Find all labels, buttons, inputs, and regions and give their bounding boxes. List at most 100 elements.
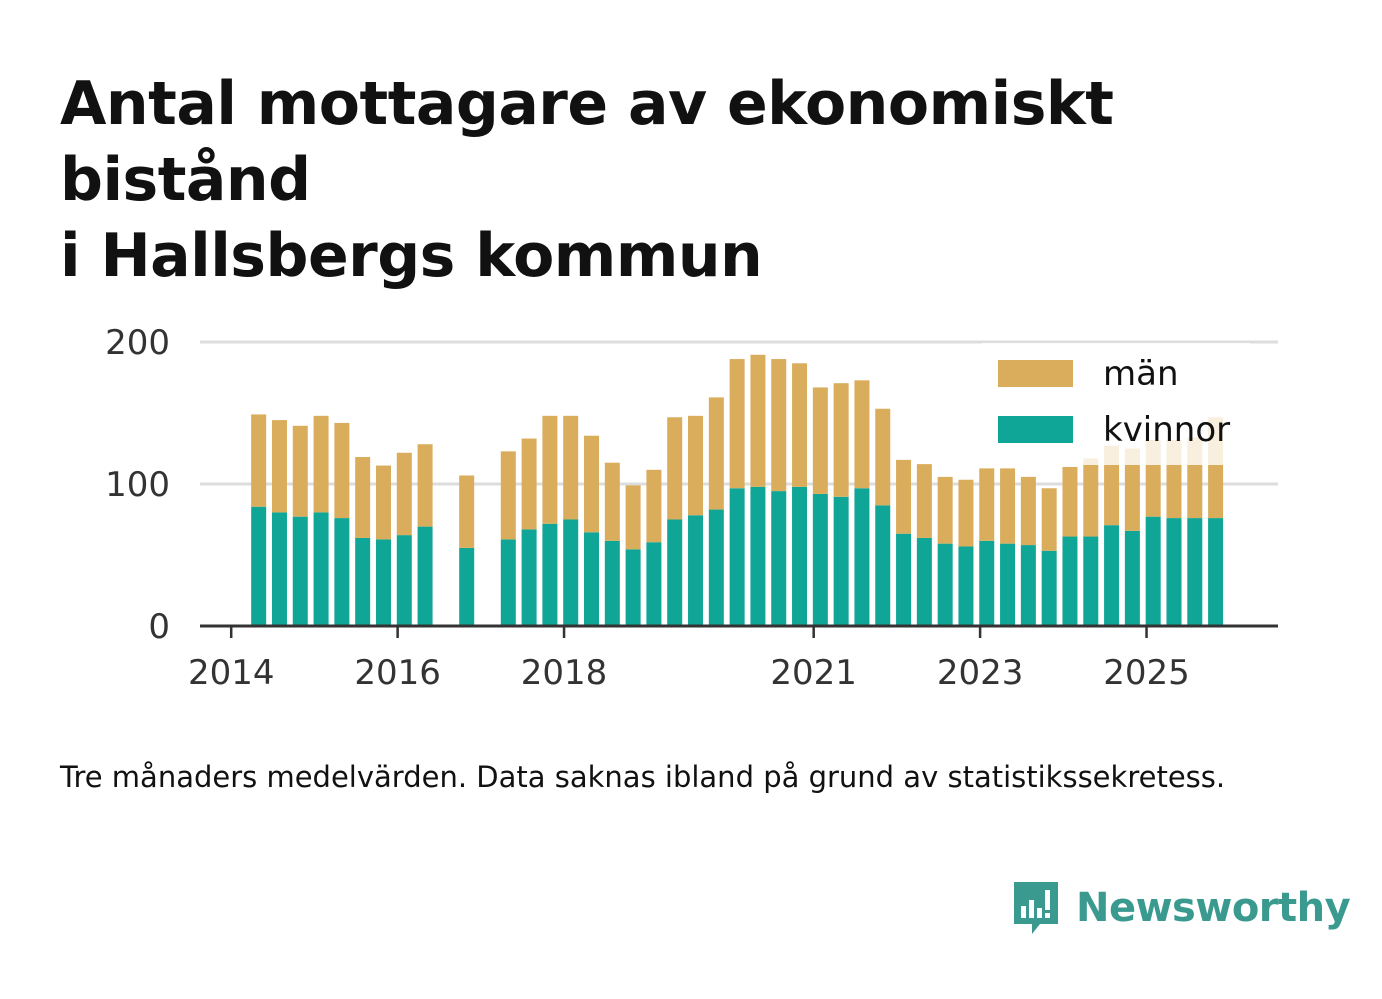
bar-man: [563, 415, 579, 520]
x-tick-label-2025: 2025: [1103, 653, 1190, 693]
bar-kvinnor: [584, 532, 600, 626]
bar-man: [708, 397, 724, 510]
brand-logo[interactable]: Newsworthy: [1010, 878, 1351, 938]
y-tick-label-0: 0: [148, 607, 170, 647]
bar-kvinnor: [1020, 545, 1036, 626]
legend-label-man: män: [1103, 354, 1179, 394]
bar-man: [417, 444, 433, 527]
bar-kvinnor: [833, 496, 849, 626]
bar-kvinnor: [334, 518, 350, 626]
bar-kvinnor: [646, 542, 662, 626]
bar-kvinnor: [979, 540, 995, 626]
bar-man: [729, 359, 745, 489]
x-tick-label-2021: 2021: [770, 653, 857, 693]
bar-man: [750, 354, 766, 487]
bar-man: [271, 420, 287, 513]
legend: män kvinnor: [982, 343, 1250, 465]
x-tick-label-2014: 2014: [188, 653, 275, 693]
bar-kvinnor: [1145, 516, 1161, 626]
bar-man: [1020, 476, 1036, 546]
bar-man: [875, 408, 891, 506]
bar-man: [334, 422, 350, 519]
title-line-1: Antal mottagare av ekonomiskt bistånd: [60, 69, 1114, 215]
bar-man: [896, 459, 912, 534]
bar-kvinnor: [854, 488, 870, 626]
bar-kvinnor: [396, 535, 412, 626]
bar-man: [584, 435, 600, 533]
bar-man: [916, 464, 932, 538]
bar-man: [375, 465, 391, 540]
bar-kvinnor: [792, 486, 808, 626]
bar-man: [251, 414, 267, 507]
bar-kvinnor: [1187, 518, 1203, 626]
bar-man: [667, 417, 683, 520]
bar-man: [937, 476, 953, 544]
bar-man: [313, 415, 329, 513]
newsworthy-logo-icon: [1014, 882, 1058, 934]
bar-kvinnor: [271, 512, 287, 626]
bar-kvinnor: [667, 519, 683, 626]
bar-man: [521, 438, 537, 530]
bar-man: [646, 469, 662, 543]
bar-man: [979, 468, 995, 541]
bar-kvinnor: [1104, 525, 1120, 626]
legend-swatch-kvinnor: [998, 416, 1073, 443]
x-tick-label-2016: 2016: [354, 653, 441, 693]
bar-kvinnor: [812, 493, 828, 626]
bar-kvinnor: [1124, 530, 1140, 626]
bar-man: [542, 415, 558, 524]
bar-man: [396, 452, 412, 536]
bar-kvinnor: [625, 549, 641, 626]
y-tick-label-200: 200: [105, 323, 170, 363]
axes: 0 100 200 2014 2016 2018 2021 2023 2025: [105, 323, 1278, 693]
bar-man: [1062, 466, 1078, 537]
bar-kvinnor: [1166, 518, 1182, 626]
bar-man: [1000, 468, 1016, 544]
bar-kvinnor: [563, 519, 579, 626]
bar-man: [812, 387, 828, 494]
bar-kvinnor: [521, 529, 537, 626]
chart-caption: Tre månaders medelvärden. Data saknas ib…: [60, 760, 1226, 794]
y-tick-label-100: 100: [105, 465, 170, 505]
chart-title: Antal mottagare av ekonomiskt bistånd i H…: [60, 66, 1340, 294]
bar-kvinnor: [542, 523, 558, 626]
bar-kvinnor: [355, 537, 371, 626]
bar-kvinnor: [500, 539, 516, 626]
bar-man: [1041, 488, 1057, 551]
legend-swatch-man: [998, 360, 1073, 387]
bar-kvinnor: [1083, 536, 1099, 626]
bar-man: [1124, 448, 1140, 531]
bar-kvinnor: [771, 491, 787, 626]
bar-kvinnor: [916, 537, 932, 626]
bar-kvinnor: [375, 539, 391, 626]
bar-man: [604, 462, 620, 541]
bar-man: [292, 425, 308, 517]
bar-man: [958, 479, 974, 547]
bar-kvinnor: [750, 486, 766, 626]
title-line-2: i Hallsbergs kommun: [60, 221, 763, 291]
bar-man: [1083, 458, 1099, 537]
bar-man: [854, 380, 870, 489]
bar-kvinnor: [1062, 536, 1078, 626]
bar-kvinnor: [937, 543, 953, 626]
bar-kvinnor: [958, 546, 974, 626]
bar-kvinnor: [292, 516, 308, 626]
x-tick-label-2018: 2018: [521, 653, 608, 693]
bar-man: [833, 383, 849, 497]
bar-kvinnor: [708, 509, 724, 626]
bar-man: [459, 475, 475, 548]
bar-man: [688, 415, 704, 516]
bar-man: [625, 485, 641, 550]
bar-kvinnor: [896, 533, 912, 626]
legend-label-kvinnor: kvinnor: [1103, 410, 1230, 450]
bar-man: [500, 451, 516, 540]
bar-kvinnor: [688, 515, 704, 626]
bar-kvinnor: [417, 526, 433, 626]
bar-kvinnor: [875, 505, 891, 626]
bar-kvinnor: [1041, 550, 1057, 626]
bar-man: [355, 457, 371, 538]
brand-name: Newsworthy: [1076, 885, 1351, 931]
x-tick-label-2023: 2023: [937, 653, 1024, 693]
bar-kvinnor: [1000, 543, 1016, 626]
